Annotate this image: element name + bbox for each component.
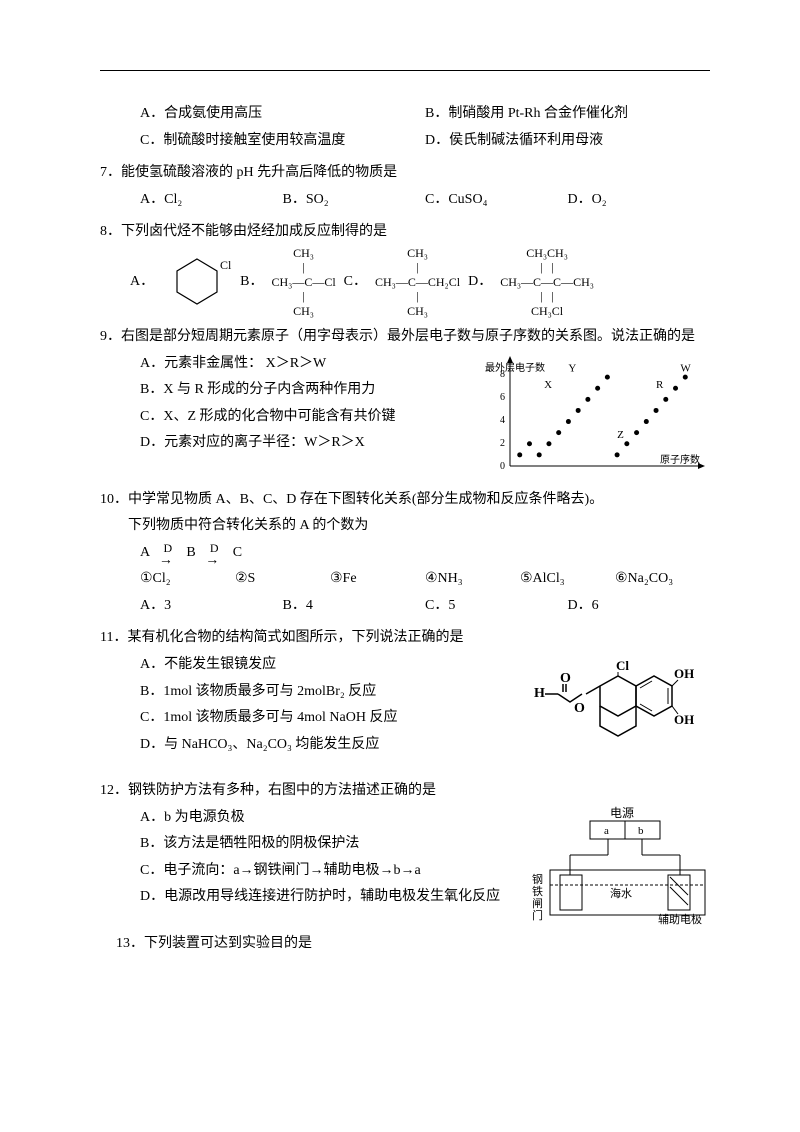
svg-text:X: X (544, 379, 552, 391)
q10-item-4: ④NH₃ (425, 566, 520, 593)
svg-text:Z: Z (617, 429, 624, 441)
q7-opt-d: D．O₂ (568, 187, 711, 214)
svg-text:海水: 海水 (610, 886, 632, 900)
q8: 8．下列卤代烃不能够由烃经加成反应制得的是 A． Cl B． CH₃|CH₃—C… (100, 219, 710, 318)
q8-struct-b: CH₃|CH₃—C—Cl|CH₃ (271, 246, 335, 318)
q10-stem2: 下列物质中符合转化关系的 A 的个数为 (100, 513, 710, 540)
q6-opt-b: B．制硝酸用 Pt-Rh 合金作催化剂 (425, 101, 710, 128)
svg-text:辅助电极: 辅助电极 (658, 912, 702, 925)
q10-options: A．3 B．4 C．5 D．6 (100, 593, 710, 620)
q7-opt-a: A．Cl₂ (140, 187, 283, 214)
q10-seq-b: B (186, 545, 195, 560)
q10-opt-a: A．3 (140, 593, 283, 620)
q7: 7．能使氢硫酸溶液的 pH 先升高后降低的物质是 A．Cl₂ B．SO₂ C．C… (100, 160, 710, 213)
svg-text:OH: OH (674, 666, 694, 681)
q6-options: A．合成氨使用高压 B．制硝酸用 Pt-Rh 合金作催化剂 C．制硫酸时接触室使… (100, 101, 710, 154)
q8-stem: 8．下列卤代烃不能够由烃经加成反应制得的是 (100, 219, 710, 246)
q8-opt-b-label: B． (240, 269, 263, 296)
q8-struct-d: CH₃CH₃| |CH₃—C—C—CH₃| |CH₃Cl (500, 246, 594, 318)
q9-chart: 最外层电子数 原子序数 0 2 4 6 8 Y X Z R W (480, 351, 710, 481)
q10-item-1: ①Cl₂ (140, 566, 235, 593)
svg-text:Cl: Cl (616, 658, 629, 673)
svg-text:8: 8 (500, 369, 505, 380)
q10-sequence: A D B D C (100, 540, 710, 567)
top-rule (100, 70, 710, 71)
svg-text:0: 0 (500, 461, 505, 472)
q8-opt-c-label: C． (344, 269, 367, 296)
svg-text:Y: Y (568, 362, 576, 374)
q8-structures: A． Cl B． CH₃|CH₃—C—Cl|CH₃ C． CH₃|CH₃—C—C… (100, 246, 710, 318)
q9-xlabel: 原子序数 (660, 453, 700, 466)
q12-diagram: 电源 a b 钢 铁 闸 门 海水 辅助电极 (530, 805, 710, 925)
svg-text:闸: 闸 (532, 897, 543, 910)
svg-text:铁: 铁 (532, 885, 543, 898)
q11-structure: H O O Cl OH OH (530, 652, 710, 772)
q10-seq-a: A (140, 545, 149, 560)
svg-text:钢: 钢 (532, 873, 543, 886)
q10-opt-b: B．4 (283, 593, 426, 620)
q12-stem: 12．钢铁防护方法有多种，右图中的方法描述正确的是 (100, 778, 710, 805)
q13: 13．下列装置可达到实验目的是 (100, 931, 710, 958)
q10-item-3: ③Fe (330, 566, 425, 593)
svg-text:R: R (656, 379, 664, 391)
q10-item-5: ⑤AlCl₃ (520, 566, 615, 593)
q13-stem: 13．下列装置可达到实验目的是 (116, 931, 710, 958)
q8-struct-c: CH₃|CH₃—C—CH₂Cl|CH₃ (375, 246, 460, 318)
svg-text:H: H (534, 686, 545, 701)
q10-arrow-1: D (153, 540, 183, 567)
q10-arrow-2: D (199, 540, 229, 567)
q7-opt-b: B．SO₂ (283, 187, 426, 214)
q9: 9．右图是部分短周期元素原子（用字母表示）最外层电子数与原子序数的关系图。说法正… (100, 324, 710, 481)
q7-stem: 7．能使氢硫酸溶液的 pH 先升高后降低的物质是 (100, 160, 710, 187)
q10-items: ①Cl₂ ②S ③Fe ④NH₃ ⑤AlCl₃ ⑥Na₂CO₃ (100, 566, 710, 593)
q10-opt-c: C．5 (425, 593, 568, 620)
q10-item-6: ⑥Na₂CO₃ (615, 566, 710, 593)
svg-text:4: 4 (500, 415, 505, 426)
q11: 11．某有机化合物的结构简式如图所示，下列说法正确的是 H O O Cl OH … (100, 625, 710, 772)
svg-text:O: O (574, 701, 585, 716)
q9-stem: 9．右图是部分短周期元素原子（用字母表示）最外层电子数与原子序数的关系图。说法正… (100, 324, 710, 351)
q7-options: A．Cl₂ B．SO₂ C．CuSO₄ D．O₂ (100, 187, 710, 214)
q10: 10．中学常见物质 A、B、C、D 存在下图转化关系(部分生成物和反应条件略去)… (100, 487, 710, 620)
svg-text:W: W (680, 362, 691, 374)
q10-item-2: ②S (235, 566, 330, 593)
q7-opt-c: C．CuSO₄ (425, 187, 568, 214)
q6-opt-c: C．制硫酸时接触室使用较高温度 (140, 128, 425, 155)
svg-text:6: 6 (500, 392, 505, 403)
q8-opt-a-label: A． (130, 269, 154, 296)
svg-text:电源: 电源 (610, 806, 634, 820)
q10-opt-d: D．6 (568, 593, 711, 620)
svg-text:2: 2 (500, 438, 505, 449)
q8-struct-a: Cl (162, 254, 232, 309)
svg-text:b: b (638, 825, 644, 837)
q9-ylabel: 最外层电子数 (485, 361, 545, 374)
q11-stem: 11．某有机化合物的结构简式如图所示，下列说法正确的是 (100, 625, 710, 652)
q10-stem: 10．中学常见物质 A、B、C、D 存在下图转化关系(部分生成物和反应条件略去)… (100, 487, 710, 514)
q6-opt-a: A．合成氨使用高压 (140, 101, 425, 128)
q10-seq-c: C (233, 545, 242, 560)
q6-opt-d: D．侯氏制碱法循环利用母液 (425, 128, 710, 155)
svg-text:O: O (560, 671, 571, 686)
svg-text:a: a (604, 825, 609, 837)
svg-text:门: 门 (532, 908, 543, 922)
q8-opt-d-label: D． (468, 269, 492, 296)
svg-text:OH: OH (674, 712, 694, 727)
svg-text:Cl: Cl (220, 258, 232, 272)
q12: 12．钢铁防护方法有多种，右图中的方法描述正确的是 电源 a b 钢 铁 闸 门… (100, 778, 710, 925)
